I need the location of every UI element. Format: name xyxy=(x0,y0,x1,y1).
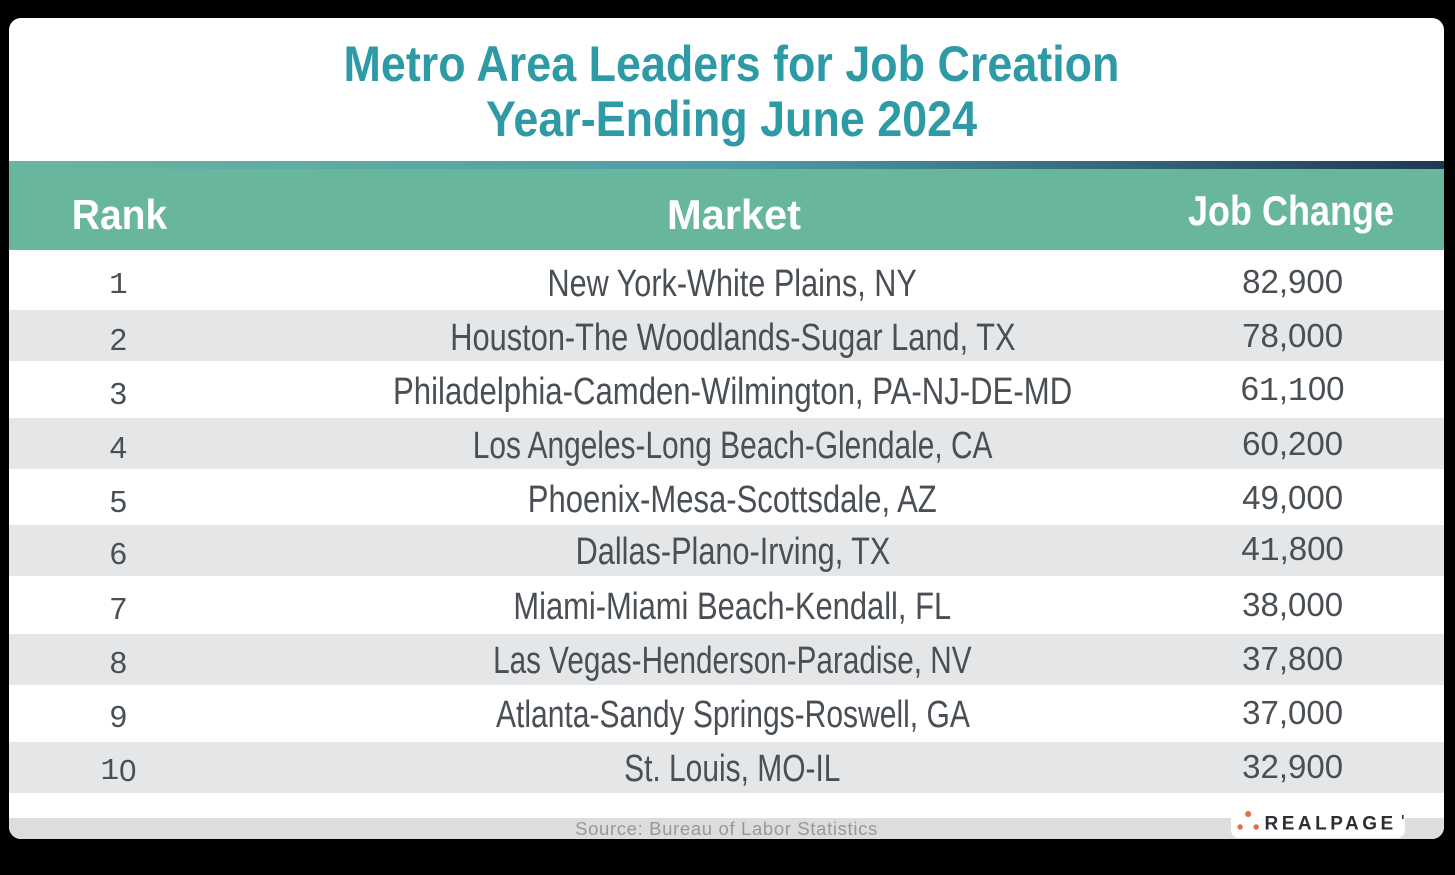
svg-text:REALPAGE: REALPAGE xyxy=(1265,814,1397,835)
